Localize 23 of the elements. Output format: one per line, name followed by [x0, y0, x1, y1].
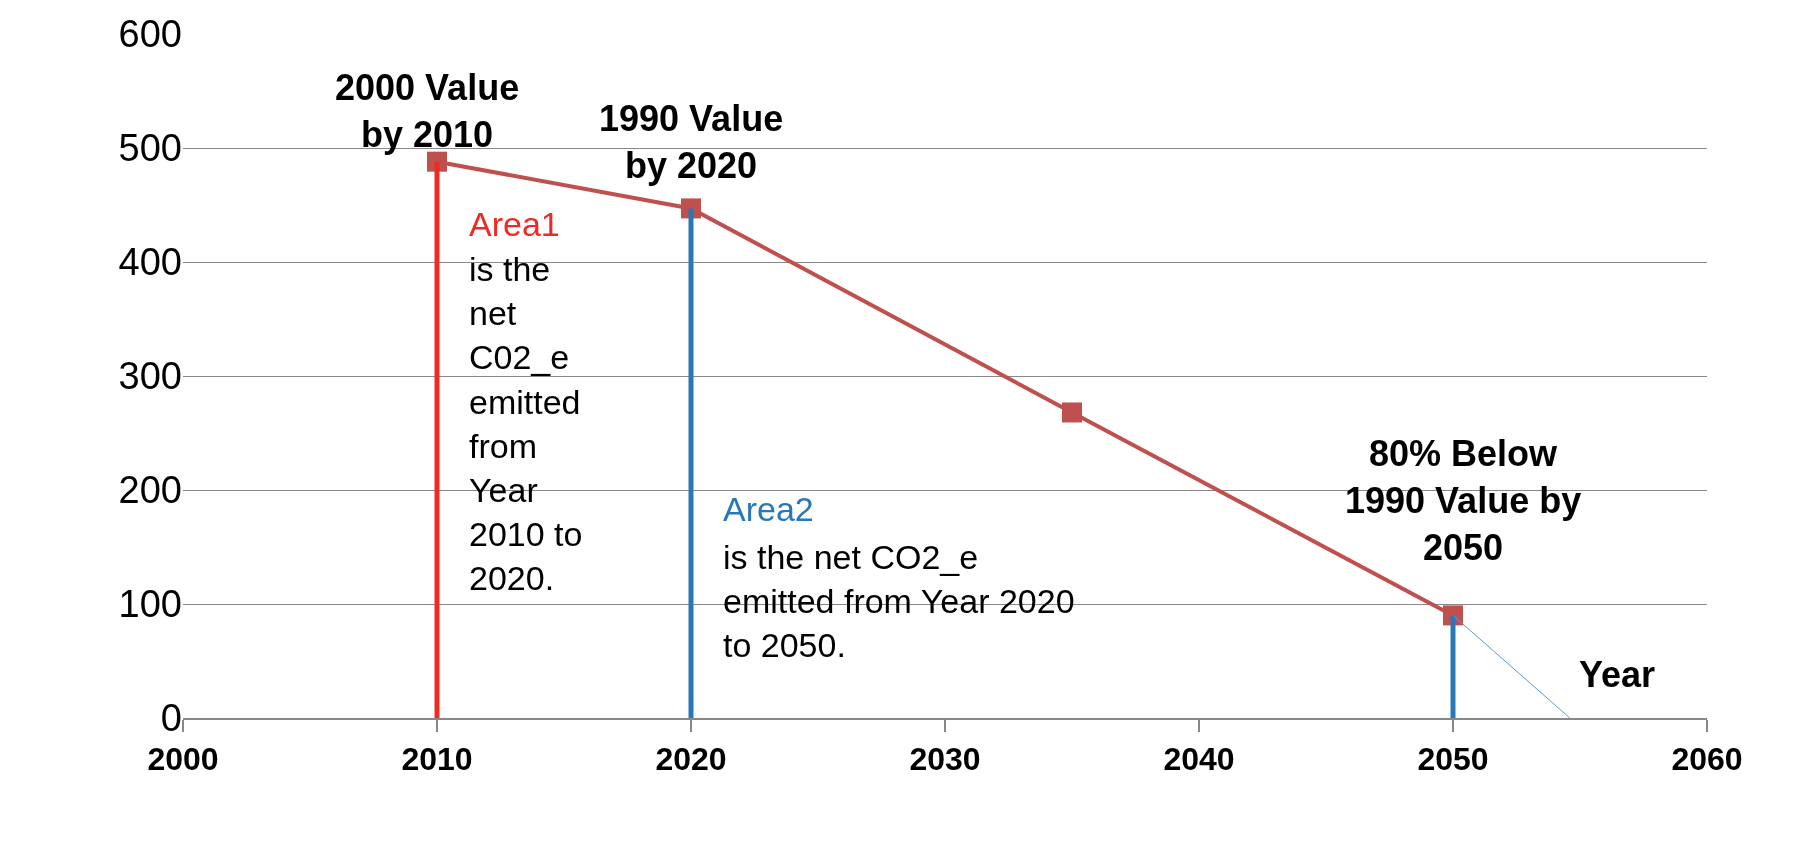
y-tick-label: 600: [118, 13, 182, 56]
series-label: Area2: [723, 490, 814, 528]
x-tick-label: 2060: [1671, 741, 1743, 778]
x-axis-title: Year: [1579, 654, 1656, 695]
annotation: 2000 Value by 2010: [335, 67, 520, 155]
series-label: Area1: [469, 205, 560, 243]
y-tick-label: 300: [118, 355, 182, 398]
x-tick-label: 2050: [1417, 741, 1489, 778]
annotation: 80% Below 1990 Value by 2050: [1345, 433, 1582, 568]
x-tick-label: 2040: [1163, 741, 1235, 778]
annotation: is the net C02_e emitted from Year 2010 to 2020.: [469, 250, 583, 598]
y-tick-label: 400: [118, 241, 182, 284]
point: [1062, 402, 1082, 423]
annotation: is the net CO2_e emitted from Year 2020 to 2050.: [723, 538, 1075, 665]
y-tick-label: 0: [160, 697, 182, 740]
y-tick-label: 500: [118, 127, 182, 170]
y-tick-label: 100: [118, 583, 182, 626]
x-tick-label: 2000: [147, 741, 219, 778]
annotation: 1990 Value by 2020: [599, 98, 784, 186]
x-tick-label: 2010: [401, 741, 473, 778]
y-tick-label: 200: [118, 469, 182, 512]
x-tick-label: 2020: [655, 741, 727, 778]
x-tick-label: 2030: [909, 741, 981, 778]
